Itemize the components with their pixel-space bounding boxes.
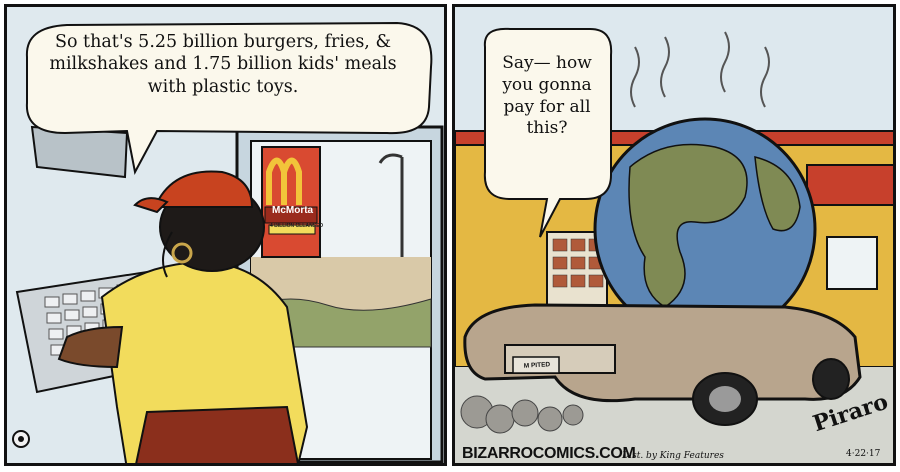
monitor [30,125,129,179]
sign-name: McMorta [272,205,314,216]
headset [162,231,173,278]
left-panel: So that's 5.25 billion burgers, fries, &… [4,4,447,466]
earring [171,242,193,264]
distributor-credit: Dist. by King Features [622,451,724,461]
license-plate-text: M PITED [523,361,551,370]
sign-subtitle: 4 BILLION CLEANSED [270,223,324,229]
continent-americas [628,143,748,308]
worker-apron [135,405,299,463]
earth-car-scene [455,27,893,463]
speech-bubble-right [483,27,613,238]
exhaust-smoke [460,395,584,434]
arches-logo [266,157,302,205]
speech-text-left: So that's 5.25 billion burgers, fries, &… [49,32,397,97]
worker-arm [57,325,124,369]
worker-cap [153,170,254,208]
front-tire [812,358,850,400]
speech-text-right: Say— how you gonna pay for all this? [502,53,592,139]
service-window [826,236,878,290]
speech-bubble-left [25,21,433,175]
license-plate [512,356,560,374]
website-credit: BIZARROCOMICS.COM [462,445,636,462]
publish-date: 4·22·17 [846,449,881,459]
continent-africa [754,156,801,232]
drive-thru-scene [12,21,444,463]
right-panel: Say— how you gonna pay for all this? M P… [452,4,896,466]
heat-wisps [630,31,770,108]
